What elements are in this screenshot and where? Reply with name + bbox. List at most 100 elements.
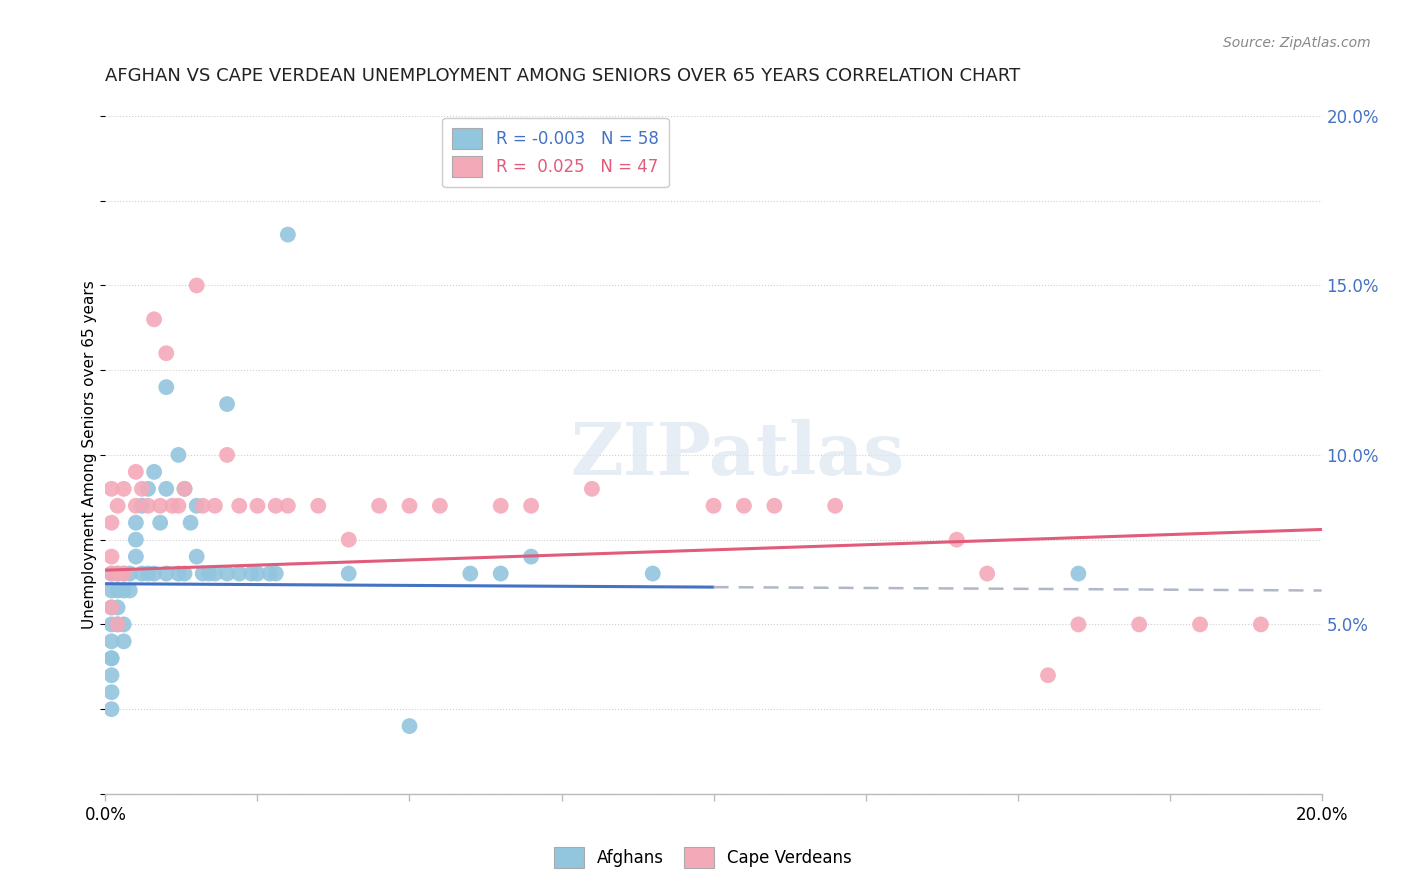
Point bbox=[520, 549, 543, 564]
Point bbox=[100, 600, 122, 615]
Point bbox=[264, 499, 287, 513]
Point bbox=[228, 499, 250, 513]
Point bbox=[217, 448, 239, 462]
Point bbox=[155, 566, 177, 581]
Point bbox=[100, 566, 122, 581]
Point bbox=[945, 533, 967, 547]
Point bbox=[167, 499, 190, 513]
Point bbox=[100, 482, 122, 496]
Point bbox=[702, 499, 725, 513]
Point bbox=[112, 482, 135, 496]
Point bbox=[100, 549, 122, 564]
Point bbox=[186, 499, 208, 513]
Point bbox=[520, 499, 543, 513]
Point bbox=[398, 719, 420, 733]
Point bbox=[100, 617, 122, 632]
Point bbox=[186, 549, 208, 564]
Point bbox=[277, 227, 299, 242]
Point bbox=[112, 634, 135, 648]
Point bbox=[581, 482, 603, 496]
Point bbox=[180, 516, 202, 530]
Point bbox=[259, 566, 281, 581]
Point bbox=[1250, 617, 1272, 632]
Y-axis label: Unemployment Among Seniors over 65 years: Unemployment Among Seniors over 65 years bbox=[82, 281, 97, 629]
Point bbox=[107, 566, 129, 581]
Point bbox=[100, 685, 122, 699]
Point bbox=[136, 482, 159, 496]
Point bbox=[100, 516, 122, 530]
Point bbox=[143, 566, 166, 581]
Point bbox=[149, 499, 172, 513]
Point bbox=[100, 566, 122, 581]
Point bbox=[136, 499, 159, 513]
Point bbox=[824, 499, 846, 513]
Point bbox=[173, 566, 195, 581]
Legend: R = -0.003   N = 58, R =  0.025   N = 47: R = -0.003 N = 58, R = 0.025 N = 47 bbox=[443, 118, 668, 187]
Point bbox=[143, 312, 166, 326]
Point bbox=[131, 482, 153, 496]
Point bbox=[1067, 617, 1090, 632]
Point bbox=[136, 566, 159, 581]
Point bbox=[277, 499, 299, 513]
Point bbox=[307, 499, 329, 513]
Point bbox=[264, 566, 287, 581]
Point bbox=[641, 566, 664, 581]
Point bbox=[167, 448, 190, 462]
Point bbox=[100, 634, 122, 648]
Point bbox=[489, 499, 512, 513]
Point bbox=[112, 583, 135, 598]
Point bbox=[100, 651, 122, 665]
Text: Source: ZipAtlas.com: Source: ZipAtlas.com bbox=[1223, 36, 1371, 50]
Point bbox=[107, 583, 129, 598]
Point bbox=[217, 566, 239, 581]
Legend: Afghans, Cape Verdeans: Afghans, Cape Verdeans bbox=[547, 840, 859, 875]
Point bbox=[763, 499, 786, 513]
Point bbox=[398, 499, 420, 513]
Point bbox=[228, 566, 250, 581]
Point bbox=[100, 702, 122, 716]
Point bbox=[976, 566, 998, 581]
Text: AFGHAN VS CAPE VERDEAN UNEMPLOYMENT AMONG SENIORS OVER 65 YEARS CORRELATION CHAR: AFGHAN VS CAPE VERDEAN UNEMPLOYMENT AMON… bbox=[105, 67, 1021, 85]
Point bbox=[125, 533, 148, 547]
Point bbox=[125, 499, 148, 513]
Point bbox=[100, 668, 122, 682]
Point bbox=[131, 566, 153, 581]
Point bbox=[107, 617, 129, 632]
Text: ZIPatlas: ZIPatlas bbox=[571, 419, 905, 491]
Point bbox=[198, 566, 221, 581]
Point bbox=[125, 516, 148, 530]
Point bbox=[112, 617, 135, 632]
Point bbox=[429, 499, 451, 513]
Point bbox=[107, 566, 129, 581]
Point bbox=[217, 397, 239, 411]
Point bbox=[143, 465, 166, 479]
Point bbox=[118, 566, 141, 581]
Point bbox=[1128, 617, 1150, 632]
Point bbox=[246, 566, 269, 581]
Point bbox=[1036, 668, 1059, 682]
Point bbox=[204, 499, 226, 513]
Point bbox=[1188, 617, 1211, 632]
Point bbox=[173, 482, 195, 496]
Point bbox=[191, 499, 214, 513]
Point bbox=[155, 380, 177, 394]
Point bbox=[337, 566, 360, 581]
Point bbox=[1067, 566, 1090, 581]
Point bbox=[118, 583, 141, 598]
Point bbox=[368, 499, 391, 513]
Point bbox=[162, 499, 184, 513]
Point bbox=[167, 566, 190, 581]
Point bbox=[107, 617, 129, 632]
Point bbox=[100, 600, 122, 615]
Point bbox=[112, 566, 135, 581]
Point bbox=[155, 346, 177, 360]
Point bbox=[458, 566, 481, 581]
Point bbox=[173, 482, 195, 496]
Point bbox=[489, 566, 512, 581]
Point bbox=[246, 499, 269, 513]
Point bbox=[125, 549, 148, 564]
Point bbox=[131, 499, 153, 513]
Point bbox=[337, 533, 360, 547]
Point bbox=[100, 583, 122, 598]
Point bbox=[204, 566, 226, 581]
